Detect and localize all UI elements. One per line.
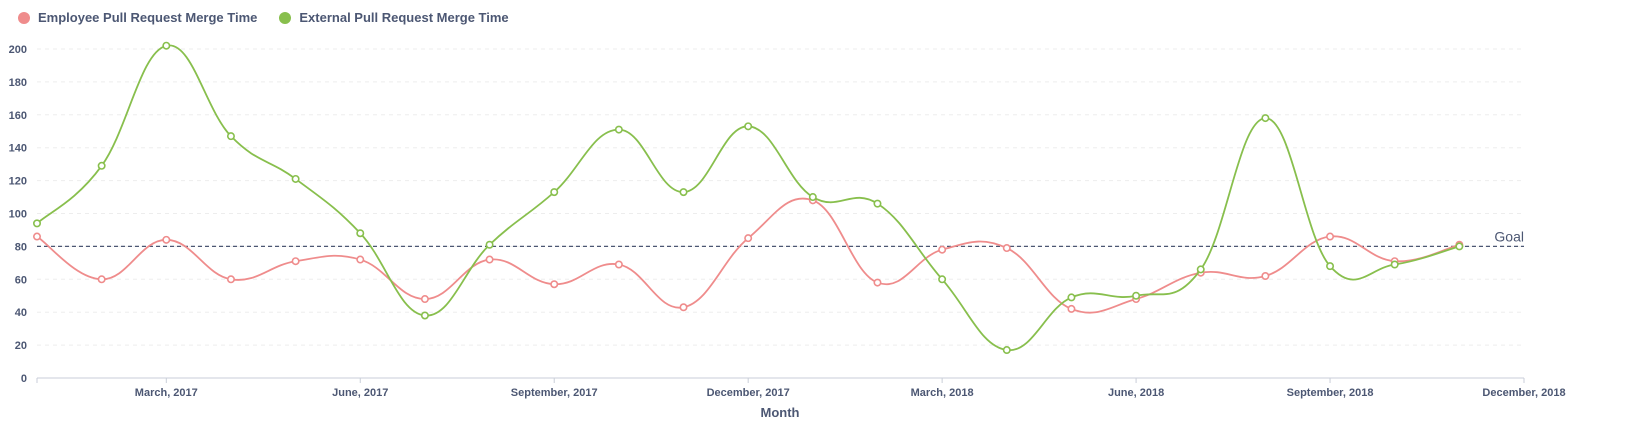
x-tick-label: June, 2018 [1108,387,1164,399]
data-point [1132,291,1141,300]
data-point [356,229,365,238]
y-tick-label: 80 [15,241,27,253]
x-tick-label: March, 2017 [135,387,198,399]
data-point [1261,272,1270,281]
y-tick-label: 140 [9,143,27,155]
data-point [744,122,753,131]
data-point [873,199,882,208]
data-point [1067,304,1076,313]
y-tick-label: 200 [9,44,27,56]
x-axis-title: Month [761,405,800,420]
legend-item-employee[interactable]: Employee Pull Request Merge Time [18,10,257,25]
legend-swatch-external [279,11,292,24]
data-point [32,232,41,241]
data-point [162,235,171,244]
legend-swatch-employee [18,11,30,24]
data-point [679,303,688,312]
data-point [97,161,106,170]
x-tick-label: March, 2018 [911,387,974,399]
legend-label-employee: Employee Pull Request Merge Time [38,10,258,25]
data-point [808,193,817,202]
data-point [938,245,947,254]
data-point [1002,346,1011,355]
data-point [1002,244,1011,253]
data-point [1326,262,1335,271]
y-tick-label: 160 [9,110,27,122]
data-point [32,219,41,228]
legend: Employee Pull Request Merge Time Externa… [18,10,509,25]
y-tick-label: 60 [15,274,27,286]
data-point [420,311,429,320]
data-point [485,240,494,249]
data-point [550,188,559,197]
data-point [485,255,494,264]
y-tick-label: 40 [15,307,27,319]
y-tick-label: 100 [9,209,27,221]
x-tick-label: September, 2018 [1287,387,1374,399]
y-tick-label: 120 [9,176,27,188]
data-point [744,234,753,243]
data-point [1390,260,1399,269]
x-tick-label: June, 2017 [332,387,388,399]
x-tick-label: September, 2017 [511,387,598,399]
y-tick-label: 180 [9,77,27,89]
data-point [97,275,106,284]
goal-label: Goal [1494,228,1524,244]
data-point [1261,114,1270,123]
series-line-external [36,44,1460,351]
data-point [1326,232,1335,241]
y-tick-label: 0 [21,373,27,385]
data-point [1455,242,1464,251]
legend-item-external[interactable]: External Pull Request Merge Time [279,10,509,25]
data-point [679,188,688,197]
data-point [873,278,882,287]
legend-label-external: External Pull Request Merge Time [299,10,509,25]
data-point [356,255,365,264]
data-point [614,260,623,269]
data-point [614,125,623,134]
data-point [938,275,947,284]
data-point [226,275,235,284]
x-tick-label: December, 2018 [1482,387,1565,399]
data-point [420,295,429,304]
data-point [162,41,171,50]
data-point [291,174,300,183]
data-point [1196,265,1205,274]
data-point [550,280,559,289]
data-point [1067,293,1076,302]
series-line-employee [36,197,1460,314]
y-tick-label: 20 [15,340,27,352]
x-tick-label: December, 2017 [707,387,790,399]
data-point [226,132,235,141]
data-point [291,257,300,266]
